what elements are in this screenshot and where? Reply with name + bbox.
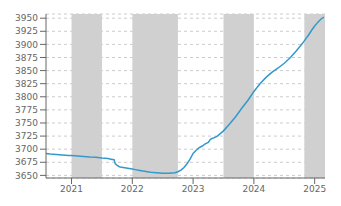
svg-text:3925: 3925 bbox=[15, 26, 38, 36]
svg-text:3825: 3825 bbox=[15, 79, 38, 89]
svg-text:3725: 3725 bbox=[15, 131, 38, 141]
svg-text:2023: 2023 bbox=[182, 184, 205, 194]
svg-text:3775: 3775 bbox=[15, 105, 38, 115]
svg-text:3950: 3950 bbox=[15, 13, 38, 23]
svg-text:3875: 3875 bbox=[15, 53, 38, 63]
svg-text:2021: 2021 bbox=[60, 184, 83, 194]
svg-text:2024: 2024 bbox=[242, 184, 265, 194]
svg-text:3800: 3800 bbox=[15, 92, 38, 102]
svg-text:2025: 2025 bbox=[303, 184, 326, 194]
svg-text:3675: 3675 bbox=[15, 157, 38, 167]
svg-text:3900: 3900 bbox=[15, 40, 38, 50]
svg-text:3650: 3650 bbox=[15, 171, 38, 181]
svg-text:3750: 3750 bbox=[15, 118, 38, 128]
svg-text:3850: 3850 bbox=[15, 66, 38, 76]
svg-text:3700: 3700 bbox=[15, 144, 38, 154]
svg-text:2022: 2022 bbox=[121, 184, 144, 194]
